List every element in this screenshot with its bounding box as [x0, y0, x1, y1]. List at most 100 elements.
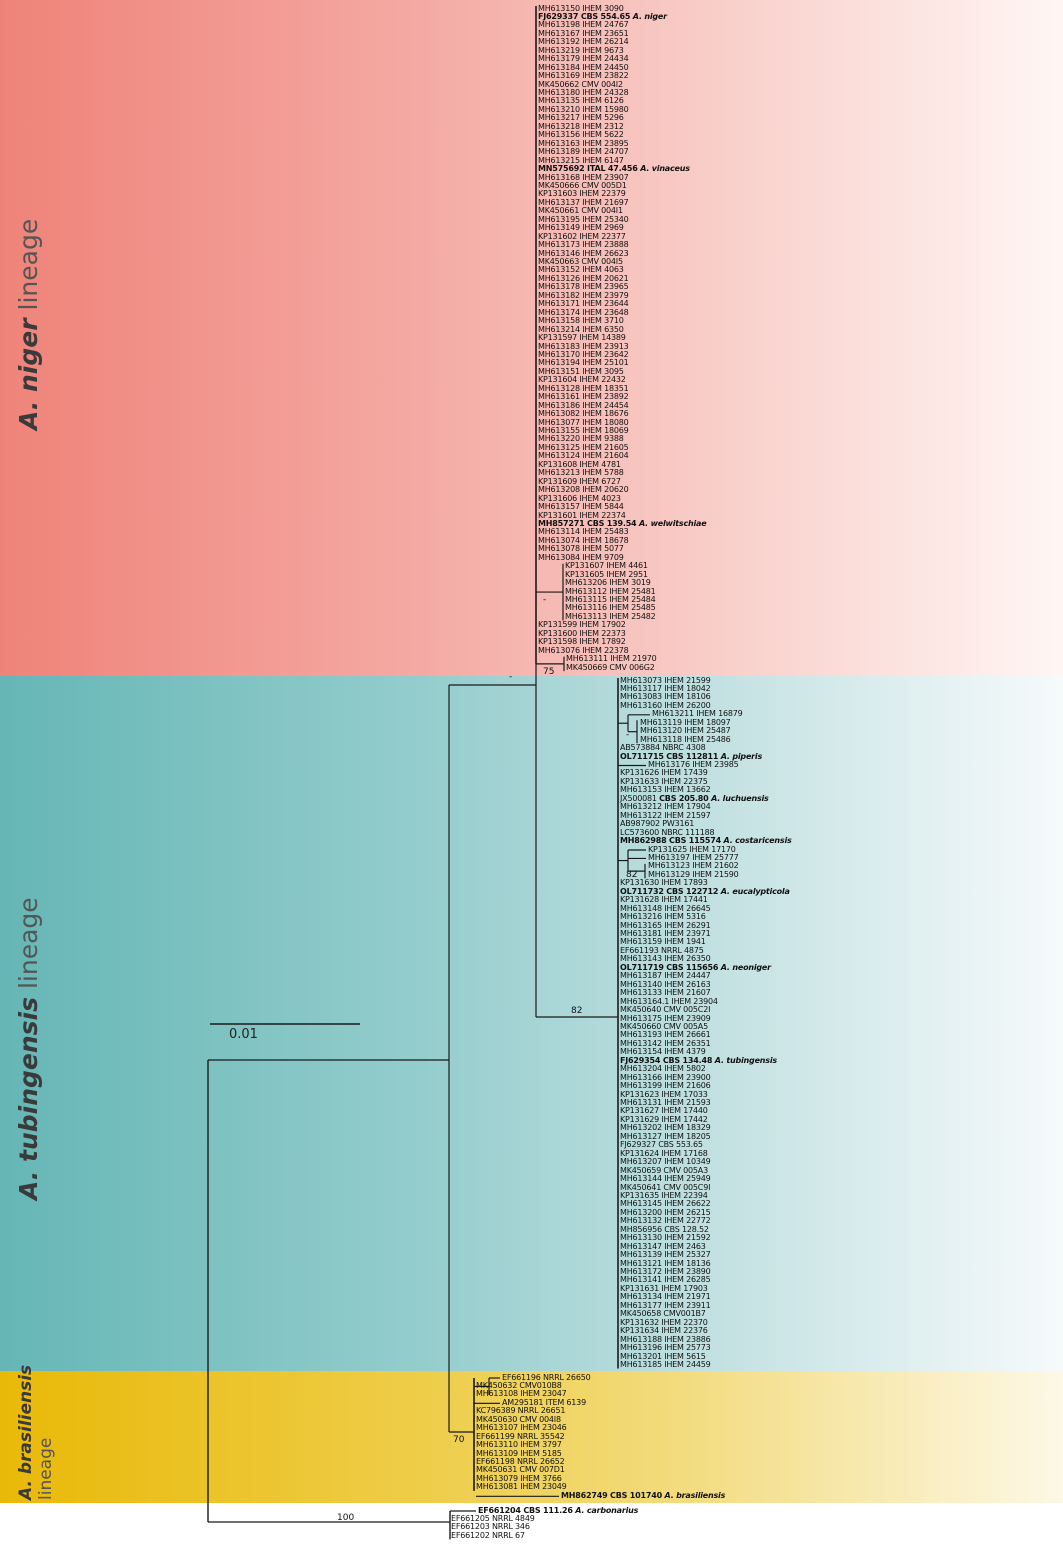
- accession-strain: MH613194 IHEM 25101: [538, 358, 629, 368]
- accession-strain: MH613120 IHEM 25487: [640, 726, 731, 736]
- accession-strain: EF661204 CBS 111.26: [478, 1505, 573, 1515]
- taxon-label: MH613156 IHEM 5622: [538, 131, 624, 140]
- taxon-label: KP131626 IHEM 17439: [620, 769, 708, 778]
- taxon-label: MH613113 IHEM 25482: [565, 612, 656, 622]
- accession-strain: MH613164.1 IHEM 23904: [620, 996, 718, 1006]
- taxon-label: MK450663 CMV 004I5: [538, 257, 623, 267]
- taxon-label: MH613171 IHEM 23644: [538, 300, 629, 309]
- taxon-label: MH613081 IHEM 23049: [476, 1483, 567, 1492]
- taxon-label: MH613079 IHEM 3766: [476, 1474, 562, 1484]
- accession-strain: MH613192 IHEM 26214: [538, 37, 629, 47]
- accession-strain: MH613158 IHEM 3710: [538, 316, 624, 326]
- accession-strain: MH613157 IHEM 5844: [538, 502, 624, 512]
- type-strain-label: FJ629354 CBS 134.48 A. tubingensis: [620, 1055, 777, 1066]
- accession-strain: MH613073 IHEM 21599: [620, 675, 711, 685]
- accession-strain: MH613134 IHEM 21971: [620, 1292, 711, 1302]
- accession-strain: MH613213 IHEM 5788: [538, 468, 624, 478]
- taxon-label: MH613123 IHEM 21602: [648, 862, 739, 871]
- accession-strain: MK450666 CMV 005D1: [538, 180, 627, 190]
- accession-strain: KP131633 IHEM 22375: [620, 776, 708, 786]
- taxon-label: MH613141 IHEM 26285: [620, 1276, 711, 1285]
- accession-strain: MH613171 IHEM 23644: [538, 299, 629, 309]
- type-strain-label: JX500081 CBS 205.80 A. luchuensis: [620, 794, 769, 804]
- accession-strain: MH613165 IHEM 26291: [620, 920, 711, 930]
- accession-strain: MH613143 IHEM 26350: [620, 954, 711, 964]
- accession-strain: MH613146 IHEM 26623: [538, 248, 629, 258]
- taxon-label: FJ629327 CBS 553.65: [620, 1141, 703, 1150]
- taxon-label: MH613078 IHEM 5077: [538, 545, 624, 554]
- accession-strain: EF661203 NRRL 346: [451, 1522, 530, 1532]
- taxon-label: KP131634 IHEM 22376: [620, 1326, 708, 1336]
- taxon-label: MH613146 IHEM 26623: [538, 248, 629, 259]
- accession-strain: MH613137 IHEM 21697: [538, 197, 629, 207]
- species-name: A. welwitschiae: [636, 518, 707, 528]
- taxon-label: MH613187 IHEM 24447: [620, 972, 711, 981]
- accession-strain: KP131599 IHEM 17902: [538, 620, 626, 630]
- taxon-label: MH613076 IHEM 22378: [538, 646, 629, 656]
- accession-strain: OL711719 CBS 115656: [620, 962, 719, 972]
- accession-strain: KP131629 IHEM 17442: [620, 1114, 708, 1124]
- accession-strain: MN575692 ITAL 47.456: [538, 164, 638, 174]
- accession-strain: MH613204 IHEM 5802: [620, 1064, 706, 1074]
- accession-strain: KP131624 IHEM 17168: [620, 1148, 708, 1158]
- accession-strain: KP131604 IHEM 22432: [538, 375, 626, 385]
- taxon-label: EF661198 NRRL 26652: [476, 1457, 565, 1467]
- accession-strain: MH613152 IHEM 4063: [538, 265, 624, 275]
- taxon-label: MK450630 CMV 004I8: [476, 1415, 561, 1425]
- accession-strain: OL711732 CBS 122712: [620, 886, 719, 896]
- accession-strain: MH613183 IHEM 23913: [538, 341, 629, 351]
- taxon-label: MK450631 CMV 007D1: [476, 1466, 565, 1475]
- accession-strain: MH613159 IHEM 1941: [620, 937, 706, 947]
- accession-strain: MH613188 IHEM 23886: [620, 1334, 711, 1344]
- taxon-label: MH613129 IHEM 21590: [648, 870, 739, 880]
- taxon-label: MH613082 IHEM 18676: [538, 409, 629, 419]
- support-tub-subclade-b: 82: [626, 870, 638, 880]
- taxon-label: KP131605 IHEM 2951: [565, 570, 648, 580]
- taxon-label: MH613132 IHEM 22772: [620, 1217, 711, 1226]
- taxon-label: MH613213 IHEM 5788: [538, 469, 624, 478]
- accession-strain: KP131627 IHEM 17440: [620, 1106, 708, 1116]
- taxon-label: AB573884 NBRC 4308: [620, 743, 706, 753]
- taxon-label: MH613107 IHEM 23046: [476, 1423, 567, 1433]
- taxon-label: MH613211 IHEM 16879: [652, 710, 743, 719]
- accession-strain: FJ629354 CBS 134.48: [620, 1055, 713, 1065]
- taxon-label: MH613149 IHEM 2969: [538, 223, 624, 233]
- taxon-label: KP131628 IHEM 17441: [620, 895, 708, 905]
- support-tub-main: 82: [571, 1006, 583, 1016]
- accession-strain: MH613135 IHEM 6126: [538, 96, 624, 106]
- taxon-label: MH613112 IHEM 25481: [565, 587, 656, 597]
- taxon-label: MH613206 IHEM 3019: [565, 578, 651, 588]
- accession-strain: MH613202 IHEM 18329: [620, 1123, 711, 1133]
- accession-strain: MH613187 IHEM 24447: [620, 971, 711, 981]
- accession-strain: MH613163 IHEM 23895: [538, 138, 629, 148]
- accession-strain: EF661205 NRRL 4849: [451, 1513, 535, 1523]
- type-strain-label: EF661204 CBS 111.26 A. carbonarius: [478, 1505, 638, 1516]
- taxon-label: MH613219 IHEM 9673: [538, 45, 624, 56]
- species-name: A. niger: [630, 11, 667, 21]
- accession-strain: MH613219 IHEM 9673: [538, 45, 624, 55]
- type-strain-label: OL711715 CBS 112811 A. piperis: [620, 752, 762, 762]
- taxon-label: MH613196 IHEM 25773: [620, 1343, 711, 1353]
- species-name: A. eucalypticola: [718, 886, 790, 896]
- taxon-label: MH613145 IHEM 26622: [620, 1200, 711, 1209]
- accession-strain: MH613118 IHEM 25486: [640, 734, 731, 744]
- taxon-label: MH613108 IHEM 23047: [476, 1390, 567, 1399]
- taxon-label: MH613185 IHEM 24459: [620, 1359, 711, 1370]
- taxon-label: MH613193 IHEM 26661: [620, 1031, 711, 1040]
- accession-strain: MK450658 CMV001B7: [620, 1309, 706, 1319]
- taxon-label: MH613163 IHEM 23895: [538, 138, 629, 149]
- accession-strain: MH613196 IHEM 25773: [620, 1343, 711, 1353]
- accession-strain: MH613195 IHEM 25340: [538, 214, 629, 224]
- accession-strain: MH613185 IHEM 24459: [620, 1359, 711, 1369]
- taxon-label: KP131632 IHEM 22370: [620, 1318, 708, 1328]
- taxon-label: MH613134 IHEM 21971: [620, 1293, 711, 1302]
- taxon-label: MH613153 IHEM 13662: [620, 786, 711, 795]
- taxon-label: MH613117 IHEM 18042: [620, 684, 711, 694]
- taxon-label: MH613158 IHEM 3710: [538, 316, 624, 326]
- taxon-label: KP131623 IHEM 17033: [620, 1090, 708, 1100]
- accession-strain: MH613198 IHEM 24767: [538, 20, 629, 30]
- taxon-label: MH613139 IHEM 25327: [620, 1250, 711, 1260]
- support-root-outgroup: 100: [337, 1513, 355, 1523]
- accession-strain: MH613201 IHEM 5615: [620, 1351, 706, 1361]
